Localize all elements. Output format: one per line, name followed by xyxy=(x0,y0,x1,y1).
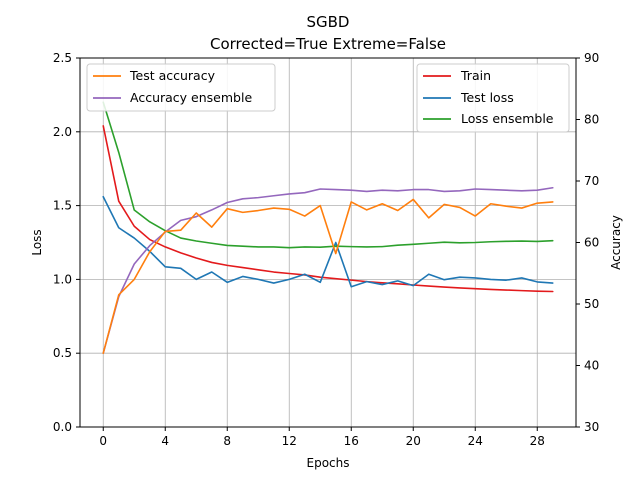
y-axis-left-label: Loss xyxy=(30,229,44,255)
y-left-tick-label: 0.5 xyxy=(53,346,72,360)
y-right-tick-label: 80 xyxy=(584,113,599,127)
x-tick-label: 4 xyxy=(161,434,169,448)
x-tick-label: 20 xyxy=(406,434,421,448)
y-left-tick-label: 1.5 xyxy=(53,199,72,213)
y-axis-right: 30 40 50 60 70 80 90 xyxy=(576,51,599,434)
series-line-train xyxy=(102,125,554,293)
legend-loss-frame xyxy=(416,63,570,133)
x-tick-label: 8 xyxy=(223,434,231,448)
legend-label-train: Train xyxy=(460,68,491,83)
chart-title: SGBD xyxy=(307,13,350,31)
x-axis-label: Epochs xyxy=(307,456,350,470)
chart-subtitle: Corrected=True Extreme=False xyxy=(210,35,446,53)
y-right-tick-label: 60 xyxy=(584,236,599,250)
series-line-accuracy-ensemble xyxy=(102,186,554,355)
legend-accuracy: Test accuracy Accuracy ensemble xyxy=(86,63,276,112)
x-tick-label: 24 xyxy=(468,434,483,448)
y-axis-right-label: Accuracy xyxy=(609,215,623,270)
x-tick-label: 28 xyxy=(530,434,545,448)
series-line-loss-ensemble xyxy=(102,101,554,249)
series-line-test-loss xyxy=(102,195,554,288)
y-left-tick-label: 0.0 xyxy=(53,420,72,434)
y-right-tick-label: 90 xyxy=(584,51,599,65)
x-tick-label: 12 xyxy=(282,434,297,448)
y-left-tick-label: 1.0 xyxy=(53,272,72,286)
x-tick-label: 16 xyxy=(344,434,359,448)
y-right-tick-label: 40 xyxy=(584,359,599,373)
legend-label-accuracy-ensemble: Accuracy ensemble xyxy=(130,90,252,105)
y-right-tick-label: 70 xyxy=(584,174,599,188)
y-right-tick-label: 50 xyxy=(584,297,599,311)
x-tick-label: 0 xyxy=(99,434,107,448)
y-right-tick-label: 30 xyxy=(584,420,599,434)
y-axis-left: 0.0 0.5 1.0 1.5 2.0 2.5 xyxy=(53,51,80,434)
legend-accuracy-frame xyxy=(86,63,276,112)
series-line-test-accuracy xyxy=(102,198,554,355)
y-left-tick-label: 2.5 xyxy=(53,51,72,65)
legend-label-test-accuracy: Test accuracy xyxy=(129,68,216,83)
legend-label-loss-ensemble: Loss ensemble xyxy=(461,111,554,126)
legend-loss: Train Test loss Loss ensemble xyxy=(416,63,570,133)
legend-label-test-loss: Test loss xyxy=(460,90,514,105)
x-axis: 0 4 8 12 16 20 24 28 xyxy=(99,427,545,448)
y-left-tick-label: 2.0 xyxy=(53,125,72,139)
series-layer xyxy=(102,101,554,355)
